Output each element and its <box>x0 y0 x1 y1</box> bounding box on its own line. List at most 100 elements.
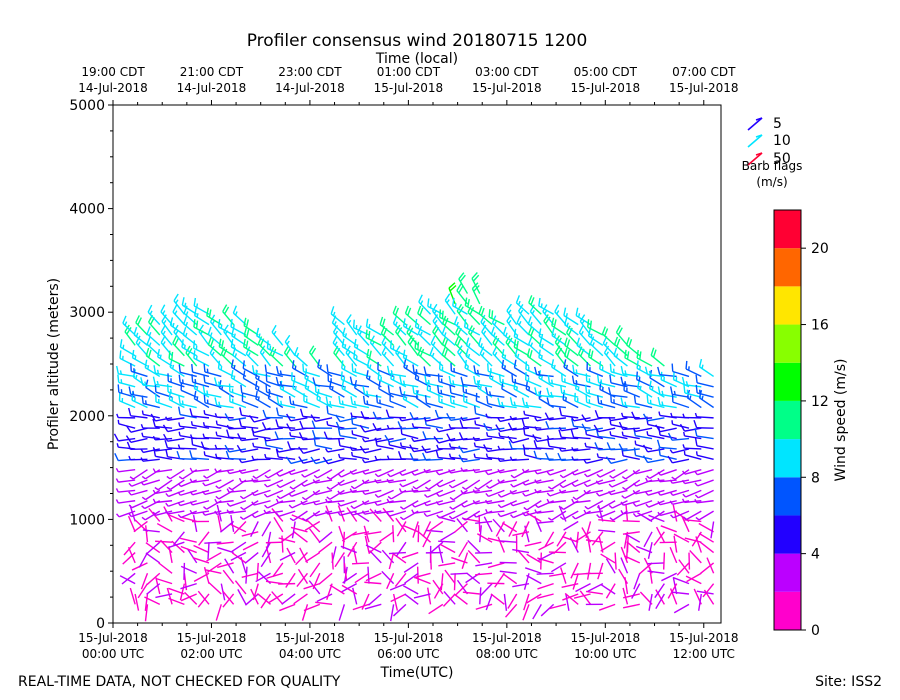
wind-barb <box>575 583 591 593</box>
barb-half-feather <box>196 385 199 391</box>
barb-shaft <box>127 515 136 533</box>
wind-barb <box>526 348 542 367</box>
barb-feather <box>243 317 247 326</box>
barb-feather <box>646 395 649 404</box>
wind-barb <box>214 413 234 419</box>
wind-barb <box>140 424 160 429</box>
barb-feather <box>237 433 242 441</box>
barb-feather <box>436 385 440 394</box>
wind-barb <box>204 568 222 574</box>
wind-barb <box>453 573 456 591</box>
wind-barb <box>155 540 173 543</box>
barb-shaft <box>341 531 358 542</box>
barb-half-feather <box>558 447 562 452</box>
barb-shaft <box>292 479 308 490</box>
barb-feather <box>511 374 514 383</box>
barb-feather <box>157 348 161 358</box>
wind-barb <box>276 479 296 489</box>
wind-barb <box>128 500 148 509</box>
top-tick-time: 01:00 CDT <box>377 65 441 79</box>
wind-barb <box>340 545 357 554</box>
wind-barb <box>300 479 321 487</box>
barb-half-feather <box>140 481 145 486</box>
barb-half-feather <box>215 495 220 500</box>
barb-shaft <box>426 402 444 409</box>
barb-feather <box>239 407 243 416</box>
wind-barb <box>193 340 210 357</box>
barb-shaft <box>475 456 493 461</box>
barb-shaft <box>659 479 677 483</box>
wind-barb <box>621 431 640 440</box>
wind-barb <box>682 444 702 450</box>
wind-barb <box>464 297 481 315</box>
legend-units: (m/s) <box>756 175 787 189</box>
barb-half-feather <box>132 390 135 395</box>
barb-feather <box>613 336 619 345</box>
barb-feather <box>224 444 230 453</box>
barb-shaft <box>364 468 382 475</box>
barb-shaft <box>672 576 690 585</box>
barb-shaft <box>631 583 641 599</box>
barb-shaft <box>686 510 702 521</box>
wind-barb <box>224 444 247 453</box>
barb-half-feather <box>472 499 476 505</box>
barb-feather <box>409 337 415 345</box>
barb-half-feather <box>633 482 637 487</box>
barb-shaft <box>499 540 517 543</box>
barb-shaft <box>440 531 456 542</box>
wind-barb <box>254 380 271 398</box>
barb-half-feather <box>694 494 699 499</box>
wind-barb <box>608 387 628 398</box>
barb-shaft <box>122 552 136 565</box>
wind-barbs <box>113 272 715 622</box>
barb-half-feather <box>215 485 220 489</box>
wind-barb <box>237 433 259 442</box>
wind-barb <box>318 531 333 544</box>
barb-half-feather <box>263 509 267 514</box>
barb-half-feather <box>215 420 218 425</box>
wind-barb <box>367 566 370 584</box>
wind-barb <box>128 455 148 461</box>
wind-barb <box>155 577 173 585</box>
wind-barb <box>152 468 173 473</box>
barb-half-feather <box>609 431 612 436</box>
barb-shaft <box>155 425 173 429</box>
barb-shaft <box>562 479 579 489</box>
barb-half-feather <box>374 493 379 498</box>
barb-shaft <box>570 562 579 579</box>
barb-shaft <box>146 541 161 554</box>
wind-barb <box>536 520 554 524</box>
barb-shaft <box>180 479 197 488</box>
barb-feather <box>178 374 181 383</box>
barb-half-feather <box>669 449 674 454</box>
wind-barb <box>621 469 641 480</box>
barb-half-feather <box>540 375 543 380</box>
wind-barb <box>694 489 714 499</box>
barb-half-feather <box>516 334 519 339</box>
barb-shaft <box>302 415 320 419</box>
barb-shaft <box>389 444 407 450</box>
wind-barb <box>359 445 382 454</box>
barb-shaft <box>266 572 284 579</box>
wind-barb <box>609 469 628 479</box>
wind-barb <box>240 500 259 511</box>
barb-half-feather <box>128 491 132 496</box>
wind-barb <box>263 509 283 515</box>
wind-barb <box>295 552 308 566</box>
barb-half-feather <box>134 355 137 360</box>
barb-half-feather <box>590 333 593 338</box>
barb-feather <box>529 349 533 359</box>
barb-half-feather <box>203 506 208 510</box>
wind-barb <box>608 489 628 496</box>
barb-half-feather <box>493 321 497 326</box>
barb-half-feather <box>423 468 427 473</box>
barb-feather <box>169 359 173 368</box>
barb-half-feather <box>399 506 404 510</box>
barb-shaft <box>228 427 246 430</box>
barb-shaft <box>476 400 493 409</box>
wind-barb <box>236 444 259 453</box>
barb-shaft <box>255 469 271 480</box>
barb-shaft <box>389 437 407 443</box>
barb-feather <box>128 386 132 395</box>
barb-shaft <box>208 581 222 595</box>
